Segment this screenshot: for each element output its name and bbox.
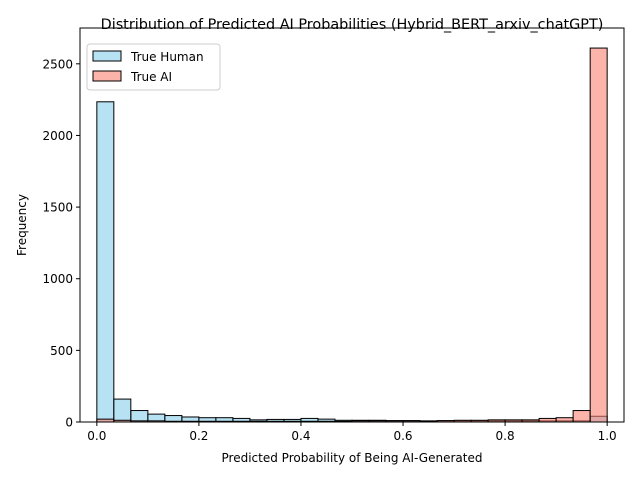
chart-title: Distribution of Predicted AI Probabiliti…	[101, 17, 604, 33]
legend-label-true-ai: True AI	[130, 70, 172, 84]
legend-label-true-human: True Human	[130, 50, 204, 64]
x-axis-label: Predicted Probability of Being AI-Genera…	[222, 451, 483, 465]
x-tick-label: 1.0	[598, 429, 617, 443]
y-tick-label: 1000	[42, 272, 73, 286]
histogram-bar	[555, 417, 574, 423]
legend-swatch-true-human	[92, 50, 122, 62]
y-tick-label: 0	[65, 416, 73, 430]
legend: True Human True AI	[86, 43, 221, 91]
y-tick-label: 1500	[42, 201, 73, 215]
histogram-bar	[130, 410, 149, 423]
y-tick-label: 2500	[42, 57, 73, 71]
plot-area	[96, 47, 608, 423]
x-axis: 0.0 0.2 0.4 0.6 0.8 1.0	[87, 422, 617, 443]
y-axis: 0 500 1000 1500 2000 2500	[42, 57, 80, 430]
y-axis-label: Frequency	[15, 194, 29, 256]
series-0	[96, 101, 608, 423]
histogram-bar	[96, 101, 115, 423]
y-tick-label: 2000	[42, 129, 73, 143]
histogram-bar	[113, 398, 132, 423]
histogram-bar	[572, 410, 591, 423]
x-tick-label: 0.6	[393, 429, 412, 443]
x-tick-label: 0.0	[87, 429, 106, 443]
x-tick-label: 0.8	[496, 429, 515, 443]
x-tick-label: 0.4	[291, 429, 310, 443]
legend-swatch-true-ai	[92, 70, 122, 82]
axes-frame	[79, 27, 625, 423]
histogram-bar	[589, 47, 608, 423]
x-tick-label: 0.2	[189, 429, 208, 443]
histogram-bar	[538, 417, 557, 423]
y-tick-label: 500	[50, 344, 73, 358]
